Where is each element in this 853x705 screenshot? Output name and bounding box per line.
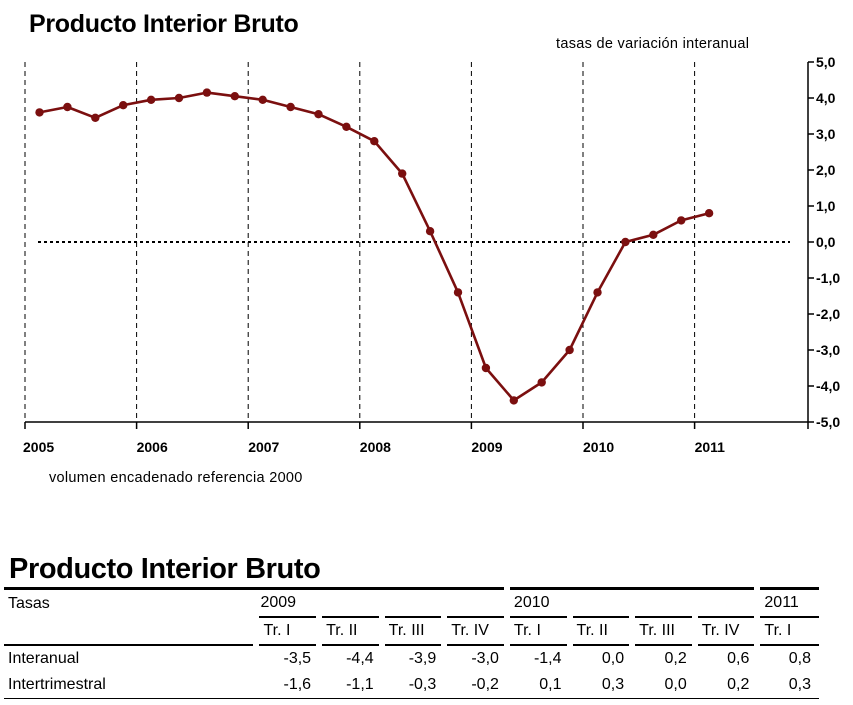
data-point (509, 396, 519, 405)
year-header-row: Tasas 2009 2010 2011 (4, 587, 819, 618)
data-point (342, 122, 351, 131)
table-row: Interanual -3,5 -4,4 -3,9 -3,0 -1,4 0,0 0,2 0,6 0… (4, 645, 819, 672)
data-point (649, 230, 658, 239)
data-point (593, 288, 602, 297)
data-point (537, 378, 546, 387)
data-point (314, 110, 323, 119)
row-label: Interanual (8, 650, 80, 667)
chart-note: volumen encadenado referencia 2000 (49, 470, 303, 486)
quarter-header-row: Tr. I Tr. II Tr. III Tr. IV Tr. I Tr. II Tr. I… (4, 616, 819, 646)
table-cell: -4,4 (346, 650, 374, 667)
y-tick-label: 1,0 (816, 198, 836, 214)
y-tick-label: -4,0 (816, 378, 840, 394)
line-chart: 5,0 4,0 3,0 2,0 1,0 0,0 -1,0 -2,0 -3,0 -4,0 -5,0 2… (23, 54, 840, 455)
data-point (370, 137, 379, 146)
y-tick-label: -2,0 (816, 306, 840, 322)
table-title: Producto Interior Bruto (9, 553, 321, 585)
table-cell: -0,2 (444, 672, 507, 699)
data-point (202, 88, 212, 97)
x-tick-label: 2011 (695, 439, 726, 455)
data-point (704, 209, 714, 218)
x-tick-label: 2006 (137, 439, 168, 455)
y-tick-label: 3,0 (816, 126, 836, 142)
data-series (35, 88, 714, 405)
table-cell: 0,2 (664, 650, 687, 667)
y-tick-label: 2,0 (816, 162, 836, 178)
quarter-header: Tr. III (378, 616, 445, 646)
chart-subtitle: tasas de variación interanual (556, 36, 750, 52)
data-point (230, 92, 240, 101)
y-tick-label: 4,0 (816, 90, 836, 106)
table-cell: 0,6 (727, 650, 750, 667)
quarter-header: Tr. IV (691, 616, 758, 646)
quarter-header: Tr. IV (441, 616, 507, 646)
table-cell: -3,5 (283, 650, 312, 667)
data-point (91, 113, 100, 123)
quarter-header-empty (4, 617, 257, 646)
table-cell: -3,0 (471, 650, 499, 667)
x-axis-ticks: 2005 2006 2007 2008 2009 2010 2011 (23, 422, 809, 455)
y-tick-label: -5,0 (816, 414, 840, 430)
data-point (63, 102, 72, 112)
y-tick-label: -1,0 (816, 270, 840, 286)
x-tick-label: 2005 (23, 439, 54, 455)
quarter-header: Tr. I (253, 616, 320, 646)
table-cell: -3,9 (408, 650, 437, 667)
table-cell: 0,0 (601, 650, 625, 667)
data-point (677, 216, 686, 225)
x-tick-label: 2009 (471, 439, 502, 455)
quarter-header: Tr. II (316, 616, 382, 646)
row-label: Intertrimestral (4, 672, 257, 699)
data-point (146, 95, 156, 105)
quarter-header: Tr. II (566, 616, 633, 646)
data-point (398, 169, 407, 178)
table-cell: -0,3 (381, 672, 445, 699)
table-cell: 0,8 (788, 650, 811, 667)
y-tick-label: 0,0 (816, 234, 836, 250)
table-cell: 0,2 (694, 672, 758, 699)
data-point (119, 101, 128, 110)
data-point (35, 108, 44, 117)
y-tick-label: 5,0 (816, 54, 836, 70)
data-point (258, 95, 267, 105)
x-tick-label: 2008 (360, 439, 391, 455)
rates-table: Tasas 2009 2010 2011 Tr. I Tr. II Tr. III Tr. I… (4, 587, 819, 699)
chart-title: Producto Interior Bruto (29, 10, 299, 38)
quarter-header: Tr. I (503, 616, 570, 646)
data-point (565, 345, 574, 355)
header-label: Tasas (4, 587, 257, 617)
table-cell: 0,1 (506, 672, 570, 699)
data-point (174, 93, 184, 103)
quarter-header: Tr. III (629, 616, 695, 646)
year-header: 2009 (256, 587, 507, 618)
table-cell: 0,0 (632, 672, 695, 699)
table-cell: -1,1 (319, 672, 382, 699)
data-point (453, 288, 463, 297)
vertical-gridlines (24, 62, 696, 422)
rates-table-container: Tasas 2009 2010 2011 Tr. I Tr. II Tr. III Tr. I… (4, 587, 819, 699)
x-tick-label: 2010 (583, 439, 614, 455)
year-header: 2010 (503, 587, 758, 618)
table-cell: 0,3 (569, 672, 633, 699)
y-axis-ticks: 5,0 4,0 3,0 2,0 1,0 0,0 -1,0 -2,0 -3,0 -4,0 -5,0 (808, 54, 840, 430)
data-point (286, 102, 295, 112)
table-cell: 0,3 (757, 672, 819, 699)
table-cell: -1,4 (533, 650, 562, 667)
x-tick-label: 2007 (248, 439, 279, 455)
y-tick-label: -3,0 (816, 342, 840, 358)
quarter-header: Tr. I (754, 616, 819, 646)
year-header: 2011 (754, 587, 819, 618)
table-cell: -1,6 (256, 672, 320, 699)
data-point (481, 363, 491, 373)
data-point (621, 237, 630, 247)
data-point (425, 227, 435, 236)
table-row: Intertrimestral -1,6 -1,1 -0,3 -0,2 0,1 0,3 0,0… (4, 672, 819, 699)
